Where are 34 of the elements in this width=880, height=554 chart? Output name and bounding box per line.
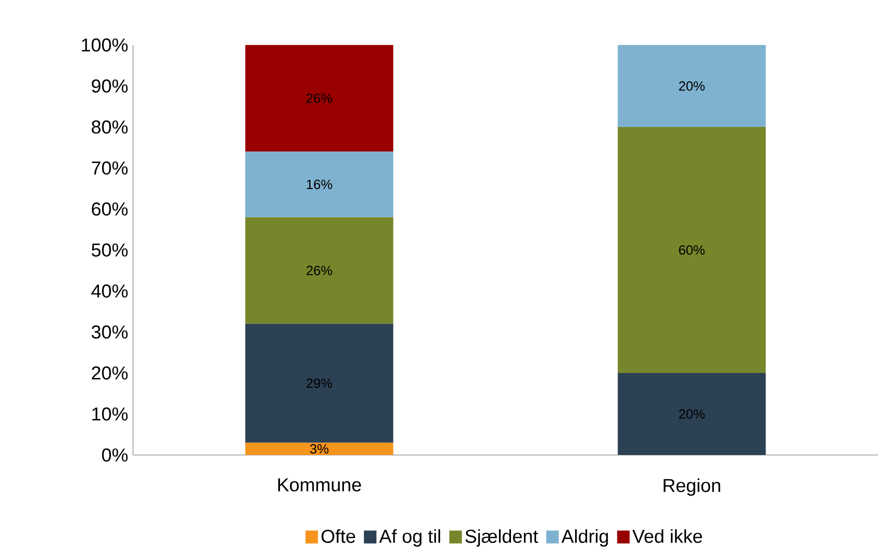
y-tick-label: 100% [82, 38, 128, 52]
data-label: 26% [306, 266, 332, 276]
legend-label: Sjældent [465, 529, 538, 547]
y-tick-label: 10% [92, 407, 128, 421]
y-tick-label: 40% [91, 284, 128, 298]
legend-label: Ofte [322, 529, 356, 543]
bar [618, 373, 766, 455]
data-label: 3% [310, 444, 328, 454]
y-tick-label: 20% [92, 366, 128, 380]
y-tick-label: 80% [92, 120, 128, 134]
data-label: 26% [306, 94, 332, 104]
y-tick-label: 50% [92, 243, 128, 257]
bar [245, 442, 394, 455]
legend-label: Aldrig [561, 529, 608, 547]
bar [618, 44, 766, 127]
bar [618, 127, 766, 373]
y-tick-label: 90% [92, 79, 128, 93]
data-label: 60% [679, 245, 705, 255]
bar [245, 217, 394, 324]
data-label: 20% [679, 81, 705, 91]
y-tick-label: 30% [92, 325, 128, 339]
x-tick-label: Region [664, 478, 720, 496]
legend-label: Af og til [379, 529, 440, 547]
data-label: 29% [306, 378, 332, 388]
legend-label: Ved ikke [632, 529, 702, 543]
x-tick-label: Kommune [278, 478, 361, 492]
y-tick-label: 0% [102, 448, 128, 462]
bar [245, 152, 394, 218]
y-tick-label: 70% [92, 161, 128, 175]
bar [245, 324, 394, 443]
data-label: 16% [306, 180, 332, 190]
y-tick-label: 60% [92, 202, 128, 216]
data-label: 20% [679, 409, 705, 419]
bar [245, 44, 394, 152]
